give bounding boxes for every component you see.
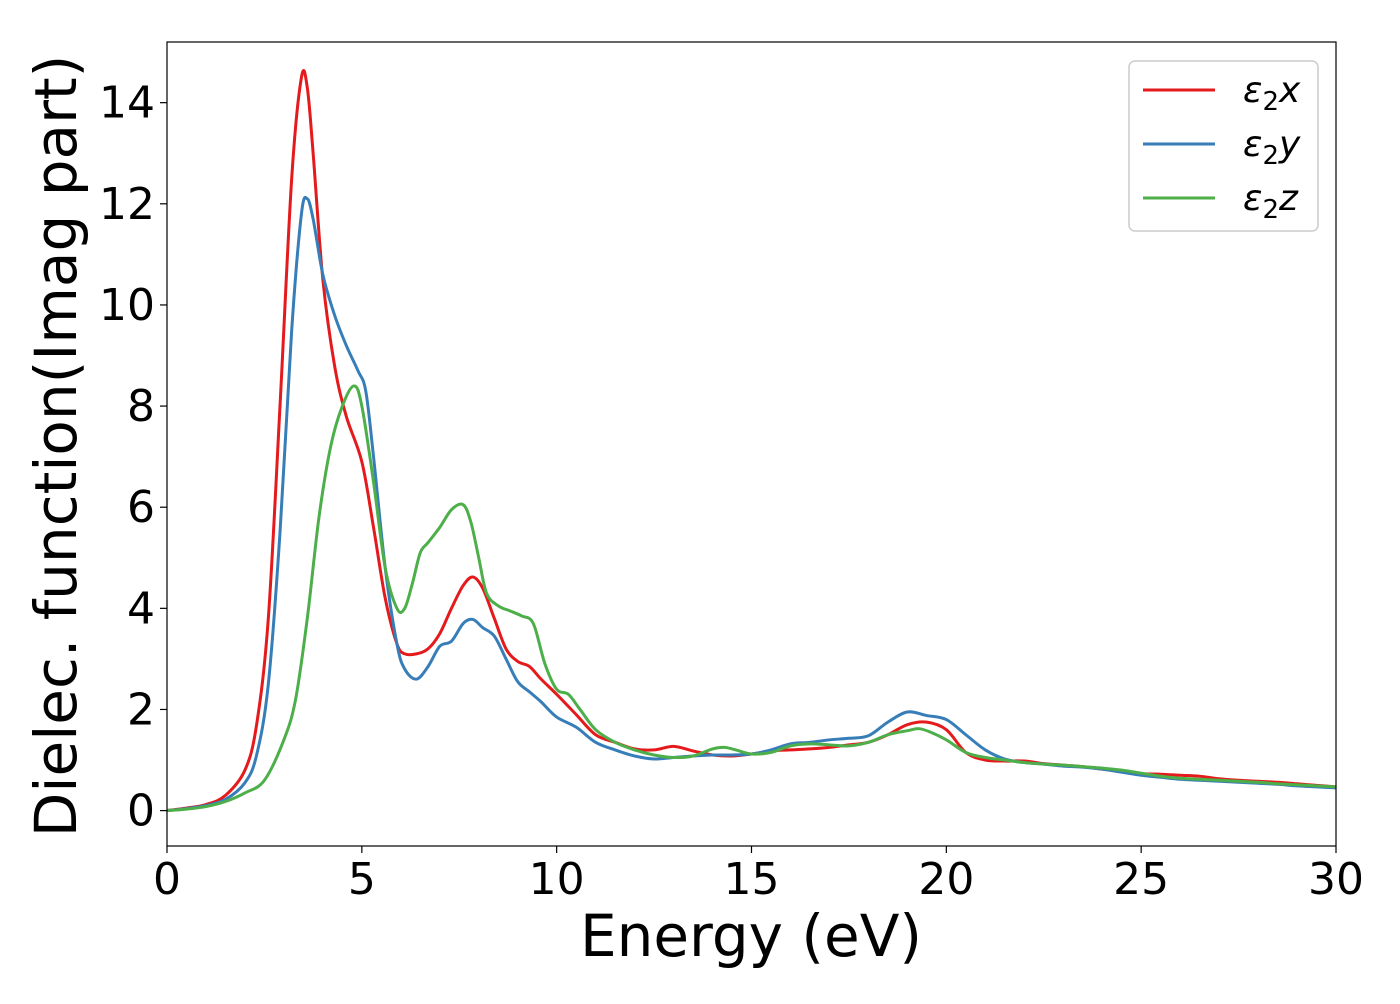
series-line-y — [167, 195, 1336, 813]
legend-items: ε2x ε2y ε2z — [1143, 70, 1301, 225]
y-tick-label: 0 — [127, 786, 155, 837]
legend: ε2x ε2y ε2z — [1128, 60, 1319, 232]
legend-label: ε2x — [1243, 70, 1301, 117]
y-tick-label: 14 — [99, 78, 155, 129]
y-tick-label: 2 — [127, 684, 155, 735]
x-axis-ticks: 0 5 10 15 20 25 30 — [153, 846, 1364, 905]
y-axis-ticks: 0 2 4 6 8 10 12 14 — [99, 78, 167, 837]
legend-label: ε2y — [1243, 124, 1301, 171]
x-tick-label: 5 — [348, 854, 376, 905]
y-tick-label: 8 — [127, 381, 155, 432]
x-tick-label: 10 — [529, 854, 585, 905]
x-tick-label: 25 — [1113, 854, 1169, 905]
y-tick-label: 10 — [99, 280, 155, 331]
x-tick-label: 20 — [918, 854, 974, 905]
legend-label: ε2z — [1243, 178, 1299, 225]
x-tick-label: 30 — [1308, 854, 1364, 905]
legend-box — [1128, 60, 1319, 232]
y-tick-label: 12 — [99, 179, 155, 230]
plot-lines — [167, 69, 1336, 813]
series-line-z — [167, 384, 1336, 813]
x-axis-label: Energy (eV) — [580, 902, 922, 970]
y-axis-label: Dielec. function(Imag part) — [22, 55, 90, 838]
x-tick-label: 15 — [724, 854, 780, 905]
y-tick-label: 6 — [127, 482, 155, 533]
x-tick-label: 0 — [153, 854, 181, 905]
y-tick-label: 4 — [127, 583, 155, 634]
